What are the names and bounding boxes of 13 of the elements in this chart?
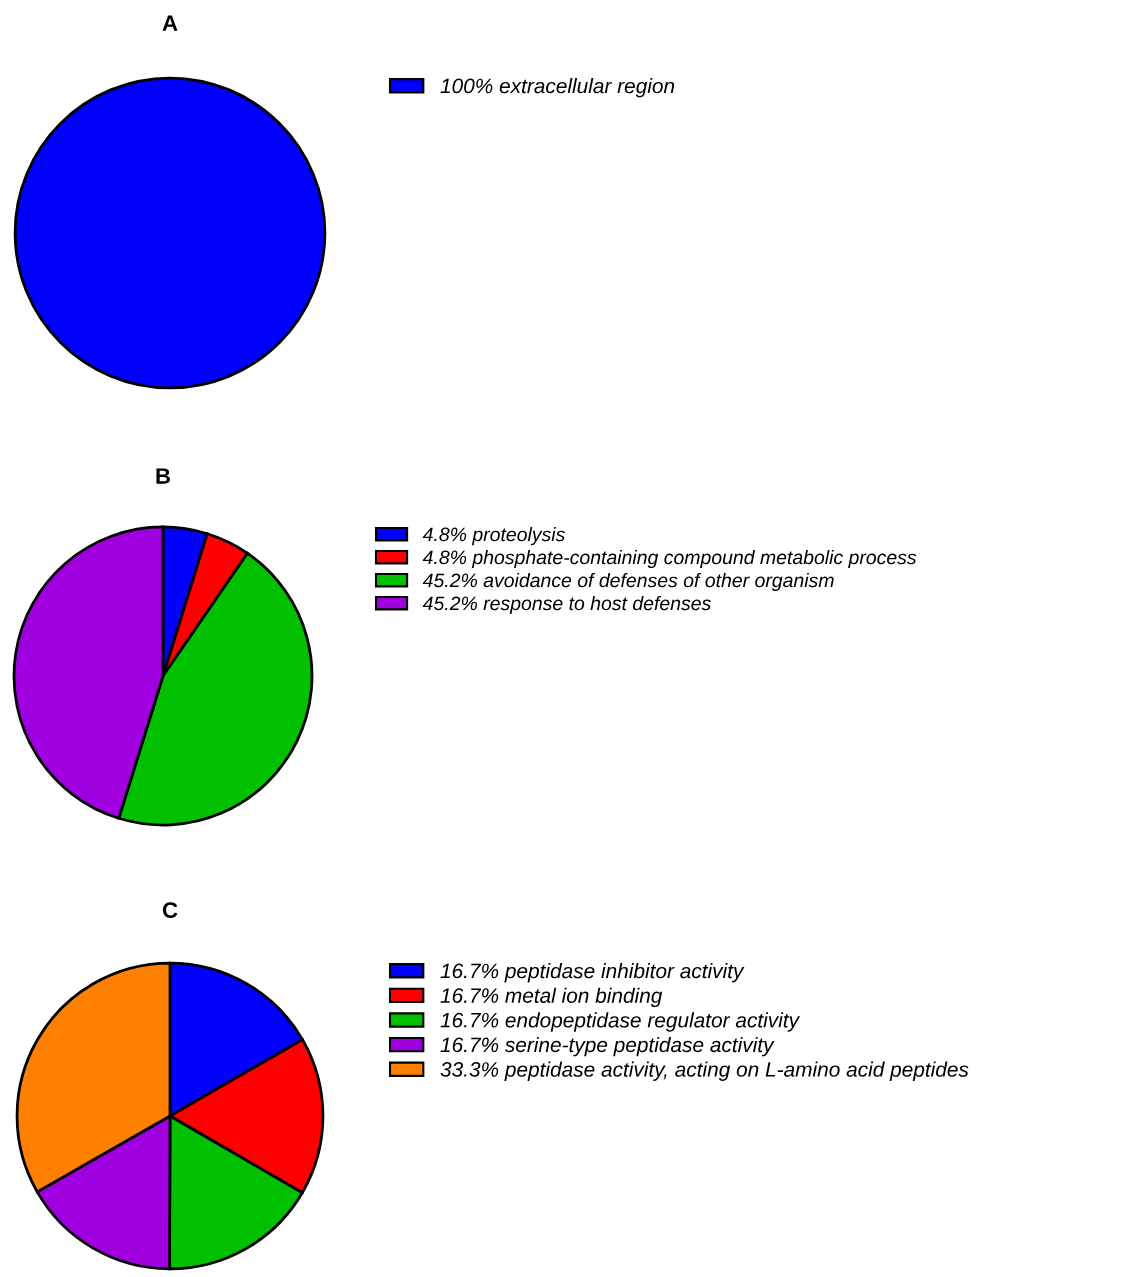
chart-title: A [162,15,178,31]
chart-title: C [162,902,178,918]
legend-label: 100% extracellular region [440,78,675,98]
legend-label: 16.7% metal ion binding [440,987,663,1008]
legend-label: 16.7% peptidase inhibitor activity [440,963,745,983]
legend-label: 33.3% peptidase activity, acting on L-amino acid peptides [440,1061,969,1081]
legend-label: 16.7% serine-type peptidase activity [440,1036,775,1057]
legend-label: 45.2% avoidance of defenses of other organism [422,572,834,592]
chart-title: B [156,468,171,484]
legend-label: 4.8% proteolysis [422,527,565,546]
legend-label: 4.8% phosphate-containing compound metabolic process [422,549,917,569]
legend-label: 45.2% response to host defenses [422,595,711,615]
legend-label: 16.7% endopeptidase regulator activity [440,1012,801,1032]
